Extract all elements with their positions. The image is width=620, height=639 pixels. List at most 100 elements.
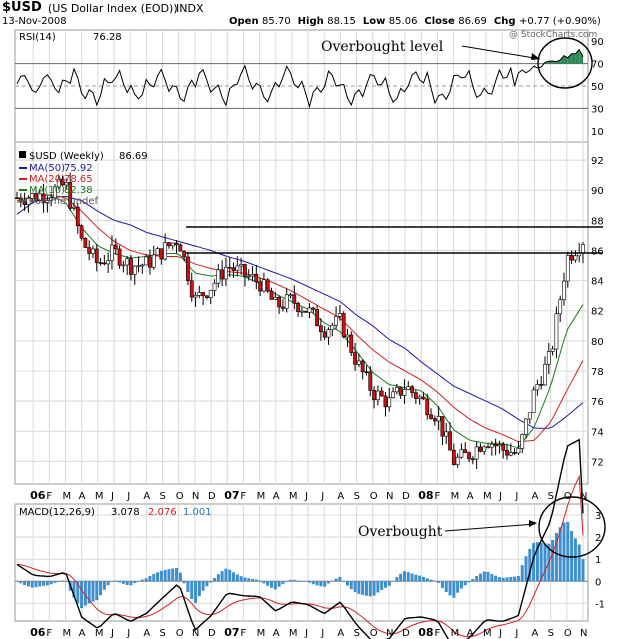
macd-histogram-bar (178, 572, 182, 582)
macd-histogram-bar (513, 576, 517, 582)
macd-histogram-bar (566, 521, 570, 582)
macd-histogram-bar (61, 580, 65, 582)
rsi-overbought-fill (571, 53, 576, 64)
macd-legend: MACD(12,26,9) 3.078 2.076 1.001 (19, 507, 212, 518)
macd-histogram-bar (137, 581, 141, 582)
x-tick-label: F (240, 628, 246, 639)
macd-histogram-bar (129, 581, 133, 586)
macd-histogram-bar (243, 577, 247, 582)
candle-body (455, 456, 460, 466)
x-tick-label: D (208, 628, 216, 639)
price-tick-label: 88 (591, 216, 604, 227)
macd-histogram-bar (38, 581, 42, 587)
macd-histogram-bar (440, 581, 444, 588)
symbol-name: (US Dollar Index (EOD)) (48, 2, 178, 15)
candle-body (148, 256, 152, 268)
macd-histogram-bar (307, 581, 311, 583)
macd-histogram-bar (300, 581, 304, 582)
x-tick-label: F (46, 491, 52, 502)
macd-axis: 3 2 1 0 -1 (595, 511, 605, 610)
x-tick-label: 07 (224, 626, 239, 639)
candle-body (265, 279, 270, 292)
macd-histogram-bar (421, 576, 425, 582)
macd-histogram-bar (463, 581, 467, 586)
macd-arrowhead (529, 520, 537, 527)
macd-tick-label: 2 (595, 533, 601, 544)
x-tick-label: 06 (30, 626, 46, 639)
candle-body (436, 416, 441, 422)
macd-histogram-bar (326, 581, 330, 584)
macd-histogram-bar (368, 581, 372, 597)
rsi-overbought-circle (537, 37, 593, 89)
rsi-indicator (15, 48, 588, 109)
macd-histogram-bar (554, 532, 558, 582)
macd-tick-label: 0 (595, 577, 601, 588)
candle-body (106, 260, 111, 265)
x-tick-label: 07 (224, 489, 239, 502)
candle-body (201, 292, 206, 297)
candle-body (186, 256, 190, 282)
candle-body (349, 334, 354, 353)
candle-body (573, 255, 578, 261)
candle-body (231, 267, 236, 271)
ma-line-20 (16, 194, 584, 443)
candle-body (56, 178, 61, 188)
candle-body (330, 324, 335, 330)
macd-histogram-bar (270, 581, 274, 588)
macd-histogram-bar (292, 579, 296, 582)
macd-histogram-bar (289, 579, 293, 582)
macd-histogram-bar (562, 522, 566, 582)
candle-body (512, 452, 517, 454)
macd-histogram-bar (156, 572, 160, 582)
candle-body (463, 449, 468, 454)
price-tick-label: 72 (591, 457, 604, 468)
macd-histogram-bar (539, 542, 543, 582)
x-tick-label: A (143, 628, 150, 639)
macd-histogram-bar (30, 581, 34, 588)
macd-histogram-bar (167, 569, 171, 582)
candle-body (524, 418, 528, 435)
candle-body (41, 193, 46, 203)
macd-histogram-bar (361, 581, 365, 595)
candle-body (353, 352, 357, 365)
candle-body (364, 371, 369, 374)
x-tick-label: M (483, 628, 492, 639)
macd-histogram-bar (53, 581, 57, 583)
macd-histogram-bar (228, 569, 232, 582)
candle-body (535, 384, 540, 391)
x-tick-label: N (386, 628, 393, 639)
macd-histogram-bar (372, 581, 376, 596)
macd-histogram-bar (285, 581, 289, 582)
x-tick-label: 08 (418, 626, 433, 639)
macd-histogram-bar (429, 579, 433, 582)
candle-body (470, 458, 475, 461)
x-tick-label: J (126, 628, 130, 639)
macd-histogram-bar (323, 581, 327, 587)
x-tick-label: N (580, 491, 587, 502)
macd-histogram-bar (49, 581, 53, 585)
x-tick-label: F (240, 491, 246, 502)
legend-value: 82.38 (64, 185, 93, 196)
macd-histogram-bar (467, 581, 471, 583)
ohlc-summary: Open 85.70 High 88.15 Low 85.06 Close 86… (229, 16, 601, 27)
candle-body (243, 264, 247, 277)
rsi-tick-label: 70 (591, 60, 604, 71)
macd-histogram-bar (399, 573, 403, 582)
macd-histogram-bar (573, 538, 577, 582)
macd-histogram-bar (224, 568, 228, 582)
candle-body (136, 265, 141, 267)
x-tick-label: O (370, 491, 378, 502)
candle-body (79, 225, 84, 239)
macd-histogram-bar (543, 543, 547, 582)
x-tick-label: J (514, 628, 518, 639)
macd-histogram-bar (319, 581, 323, 587)
candle-body (140, 264, 145, 267)
rsi-axis: 90 70 50 30 10 (591, 37, 604, 138)
close-label: Close (424, 16, 455, 27)
macd-histogram-bar (99, 581, 103, 596)
candle-body (527, 412, 532, 420)
candle-body (284, 294, 289, 309)
macd-histogram-bar (83, 581, 87, 606)
price-tick-label: 92 (591, 156, 604, 167)
macd-histogram-bar (273, 581, 277, 590)
